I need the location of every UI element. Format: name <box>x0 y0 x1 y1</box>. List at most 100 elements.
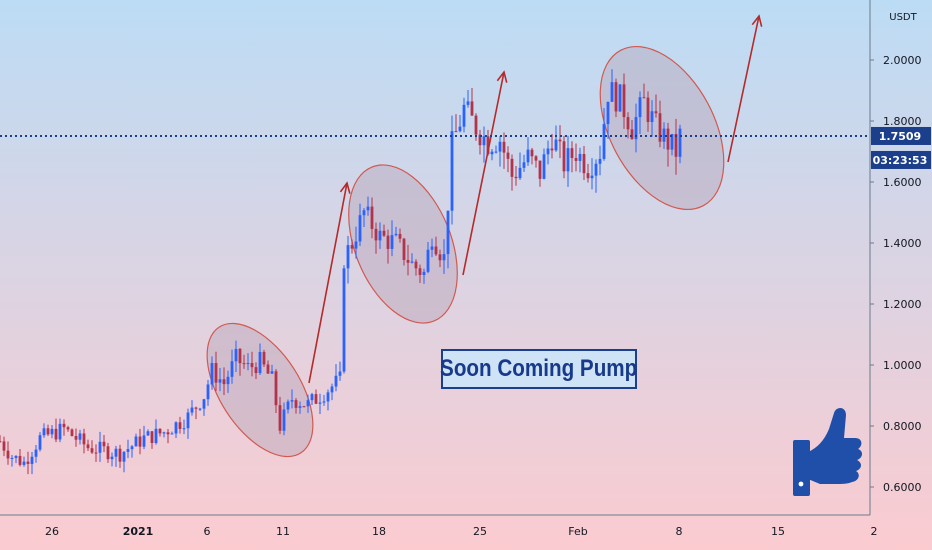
candle-body <box>466 101 470 105</box>
candle-body <box>178 422 182 429</box>
candle-body <box>610 82 614 102</box>
candle-body <box>2 441 6 451</box>
candle-body <box>474 115 478 135</box>
candle-body <box>106 446 110 460</box>
candle-body <box>98 441 102 453</box>
candle-body <box>170 433 174 435</box>
x-tick-label: 11 <box>276 525 290 538</box>
candle-body <box>370 206 374 229</box>
candle-body <box>510 158 514 177</box>
countdown-tag <box>871 150 931 169</box>
candle-body <box>14 455 18 458</box>
candle-body <box>538 160 542 179</box>
candle-body <box>374 228 378 241</box>
candle-body <box>410 261 414 263</box>
candle-body <box>114 448 118 457</box>
candle-body <box>262 352 266 365</box>
candle-body <box>54 428 58 440</box>
countdown-value: 03:23:53 <box>873 154 928 167</box>
candle-body <box>166 432 170 435</box>
candle-body <box>302 406 306 408</box>
candle-body <box>462 104 466 127</box>
candle-body <box>362 210 366 216</box>
candle-body <box>26 461 30 464</box>
candle-body <box>558 139 562 142</box>
candle-body <box>82 433 86 445</box>
pump-arrow-3 <box>727 15 760 163</box>
candle-body <box>566 148 570 172</box>
candle-body <box>162 432 166 434</box>
candle-body <box>194 407 198 409</box>
candle-body <box>518 167 522 179</box>
candle-body <box>486 136 490 155</box>
candle-body <box>422 271 426 276</box>
candle-body <box>618 84 622 112</box>
candle-body <box>478 134 482 146</box>
candle-body <box>206 384 210 400</box>
candle-body <box>450 131 454 211</box>
candle-body <box>118 448 122 462</box>
candle-body <box>430 246 434 250</box>
y-tick-label: 0.8000 <box>883 420 922 433</box>
candle-body <box>338 371 342 376</box>
pump-arrow-head-2 <box>496 70 508 83</box>
candle-body <box>158 428 162 434</box>
candle-body <box>550 148 554 151</box>
candle-body <box>642 97 646 99</box>
highlight-ellipse-1 <box>206 322 314 458</box>
x-tick-label: 26 <box>45 525 59 538</box>
candle-body <box>130 446 134 450</box>
candle-body <box>330 386 334 393</box>
candle-body <box>534 156 538 161</box>
candle-body <box>442 254 446 261</box>
y-tick-label: 1.2000 <box>883 298 922 311</box>
candle-body <box>274 371 278 406</box>
candle-body <box>674 133 678 157</box>
candle-body <box>458 126 462 132</box>
candle-body <box>446 210 450 255</box>
candle-body <box>418 268 422 276</box>
y-tick-label: 0.6000 <box>883 481 922 494</box>
candle-body <box>578 154 582 161</box>
candle-body <box>582 154 586 174</box>
thumbs-up-icon <box>793 407 863 496</box>
candle-body <box>286 401 290 410</box>
candle-body <box>586 173 590 179</box>
candle-body <box>434 246 438 255</box>
candle-body <box>630 129 634 140</box>
candle-body <box>638 97 642 118</box>
candle-body <box>318 402 322 404</box>
candle-body <box>590 175 594 179</box>
candle-body <box>498 141 502 152</box>
candle-body <box>650 111 654 123</box>
y-tick-label: 1.4000 <box>883 237 922 250</box>
y-tick-label: 2.0000 <box>883 54 922 67</box>
annotation-box: Soon Coming Pump <box>440 349 638 389</box>
candle-body <box>326 392 330 402</box>
candle-body <box>298 406 302 408</box>
candle-body <box>426 249 430 272</box>
candle-body <box>366 206 370 211</box>
candle-body <box>322 401 326 403</box>
candle-body <box>554 139 558 151</box>
candle-body <box>234 348 238 362</box>
candle-body <box>22 461 26 465</box>
y-tick-label: 1.0000 <box>883 359 922 372</box>
thumb-hand <box>808 407 863 484</box>
candle-body <box>30 456 34 464</box>
candle-body <box>402 238 406 260</box>
candle-body <box>342 268 346 372</box>
candle-body <box>378 230 382 241</box>
candle-body <box>602 124 606 159</box>
candle-body <box>658 113 662 142</box>
candle-body <box>306 400 310 407</box>
candle-body <box>670 133 674 150</box>
candle-body <box>406 259 410 263</box>
candle-body <box>154 428 158 444</box>
x-tick-label: 18 <box>372 525 386 538</box>
candle-body <box>654 111 658 114</box>
candle-body <box>210 363 214 385</box>
candle-body <box>270 371 274 374</box>
